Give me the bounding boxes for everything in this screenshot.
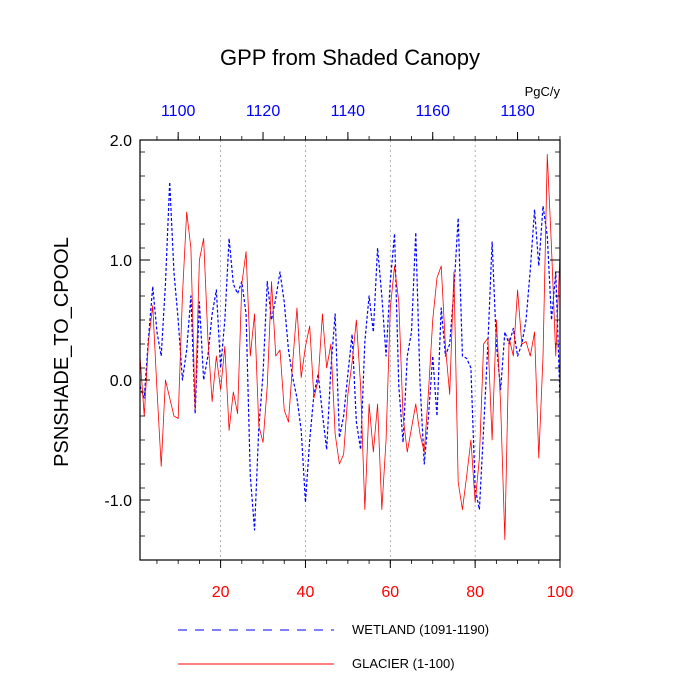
x-tick-label: 60: [381, 584, 399, 601]
y-tick-label: 2.0: [110, 133, 132, 150]
top-x-tick-label: 1160: [416, 103, 451, 120]
x-tick-label: 80: [466, 584, 484, 601]
plot-frame: [139, 139, 561, 561]
top-x-tick-label: 1180: [500, 103, 535, 120]
legend-label-wetland: WETLAND (1091-1190): [352, 622, 489, 637]
y-tick-label: -1.0: [104, 493, 132, 510]
legend-label-glacier: GLACIER (1-100): [352, 656, 455, 671]
x-tick-label: 40: [297, 584, 315, 601]
x-tick-label: 20: [212, 584, 230, 601]
top-x-tick-label: 1140: [331, 103, 366, 120]
axes-layer: -1.0 0.0 1.0 2.0 20 40 60 80 100 1100 1120 1140 1160…: [104, 103, 573, 601]
series-layer: [139, 153, 561, 540]
y-tick-label: 1.0: [110, 253, 132, 270]
series-line-wetland: [139, 181, 561, 531]
series-line-glacier: [139, 153, 561, 540]
y-tick-label: 0.0: [110, 373, 132, 390]
top-axis-units: PgC/y: [525, 84, 561, 99]
x-tick-label: 100: [547, 584, 574, 601]
chart-title: GPP from Shaded Canopy: [220, 45, 480, 70]
y-axis-label: PSNSHADE_TO_CPOOL: [51, 237, 73, 467]
top-x-tick-label: 1100: [161, 103, 196, 120]
grid-layer: [220, 140, 476, 560]
legend: WETLAND (1091-1190) GLACIER (1-100): [178, 622, 489, 671]
top-x-tick-label: 1120: [246, 103, 281, 120]
